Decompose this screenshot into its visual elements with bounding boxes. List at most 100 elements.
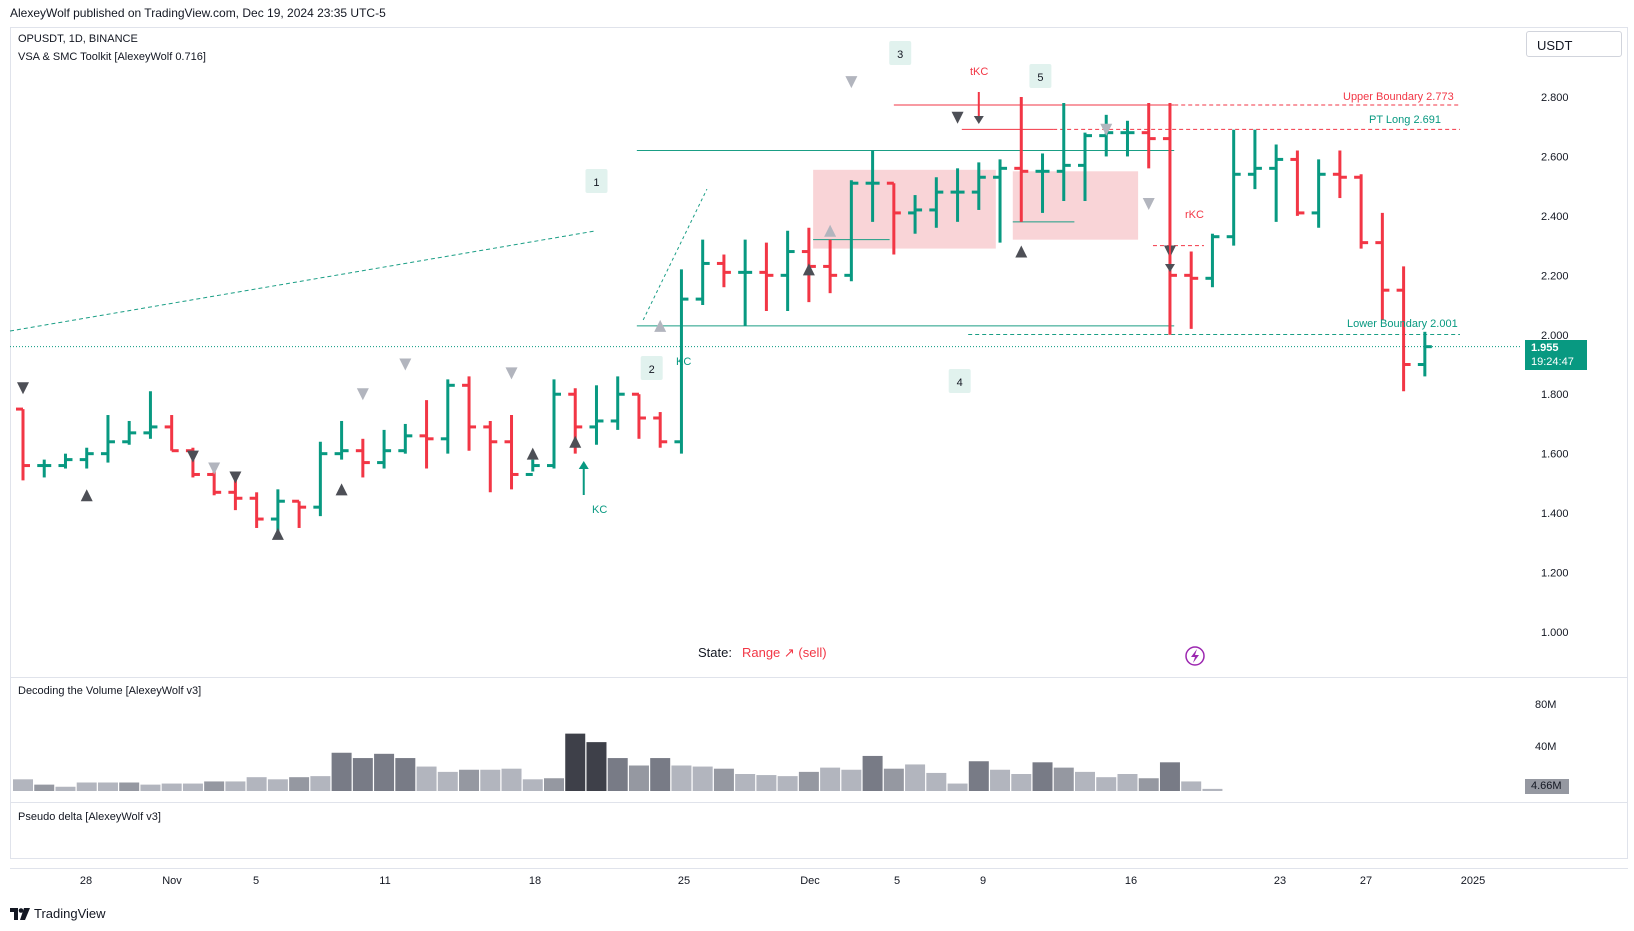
vsa-down-marker (845, 76, 858, 89)
volume-bar (437, 771, 458, 791)
ohlc-bar (143, 391, 158, 439)
volume-bar (480, 769, 501, 791)
swing-label-text: 2 (649, 364, 655, 376)
vsa-up-marker (824, 224, 837, 237)
ohlc-bar (1184, 251, 1199, 329)
volume-bar (544, 778, 564, 791)
ohlc-bar (525, 459, 540, 476)
chart-frame (10, 27, 1628, 859)
volume-bar (671, 765, 692, 791)
kc-signal-label: KC (592, 504, 608, 516)
vsa-up-marker (654, 319, 667, 332)
ohlc-bar (844, 180, 859, 282)
ohlc-bar (653, 412, 668, 448)
tkc-arrow (973, 92, 984, 124)
volume-bar (182, 783, 203, 791)
price-tick-label: 1.800 (1541, 389, 1569, 401)
indicator-legend[interactable]: VSA & SMC Toolkit [AlexeyWolf 0.716] (18, 51, 206, 63)
ohlc-bar (377, 429, 392, 469)
time-tick-label: 16 (1125, 875, 1137, 887)
vsa-up-marker (335, 483, 348, 496)
ohlc-bar (610, 376, 625, 430)
volume-bar (225, 781, 246, 791)
volume-bar (586, 742, 607, 791)
volume-bar (267, 779, 288, 791)
vsa-down-marker (505, 367, 518, 380)
tkc-signal-label: tKC (970, 66, 989, 78)
state-readout: State: Range ↗ (sell) (698, 645, 827, 661)
current-price-tag: 1.955 19:24:47 (1525, 340, 1587, 370)
swing-label-bg (640, 356, 663, 380)
volume-pane-title[interactable]: Decoding the Volume [AlexeyWolf v3] (18, 685, 202, 697)
volume-bar (820, 767, 841, 791)
volume-bar (416, 766, 437, 791)
volume-bar (1117, 774, 1138, 791)
volume-bar (905, 764, 926, 791)
price-tick-label: 2.400 (1541, 211, 1569, 223)
ohlc-bar (631, 392, 646, 439)
vsa-down-marker (208, 462, 221, 475)
time-axis-divider (10, 868, 1628, 869)
ohlc-bar (1162, 102, 1177, 335)
delta-pane-title[interactable]: Pseudo delta [AlexeyWolf v3] (18, 811, 161, 823)
volume-bar (1181, 781, 1202, 791)
swing-label-bg (948, 369, 971, 393)
swing-label-4: 4 (948, 369, 971, 393)
state-value: Range ↗ (sell) (741, 645, 827, 660)
currency-button[interactable]: USDT (1526, 31, 1622, 57)
pane-divider-volume[interactable] (10, 677, 1628, 678)
ohlc-bar (759, 242, 774, 311)
price-tick-label: 2.000 (1541, 330, 1569, 342)
time-tick-label: 9 (980, 875, 986, 887)
time-tick-label: 5 (894, 875, 900, 887)
volume-bar (246, 777, 267, 791)
lightning-ring (1185, 646, 1205, 666)
ohlc-bar (780, 230, 795, 311)
ohlc-bars (16, 97, 1432, 537)
time-tick-label: 28 (80, 875, 92, 887)
symbol-legend[interactable]: OPUSDT, 1D, BINANCE (18, 33, 138, 45)
footer[interactable]: TradingView (10, 906, 106, 921)
ohlc-bar (1269, 144, 1284, 222)
volume-bar (76, 782, 97, 791)
vsa-down-marker (186, 450, 199, 463)
ohlc-bar (249, 492, 264, 528)
ohlc-bar (355, 438, 370, 478)
volume-bar (692, 766, 713, 791)
swing-label-bg (1029, 64, 1052, 88)
swing-label-2: 2 (640, 356, 663, 380)
ohlc-bar (58, 453, 73, 469)
volume-bar (331, 752, 352, 791)
vsa-down-marker (17, 382, 29, 395)
time-tick-label: Nov (162, 875, 182, 887)
ohlc-bar (908, 195, 923, 234)
volume-bar (1011, 774, 1032, 791)
footer-brand: TradingView (34, 906, 106, 921)
lightning-bolt (1191, 649, 1199, 663)
ohlc-bar (716, 254, 731, 288)
ohlc-bar (228, 480, 243, 511)
volume-bar (289, 777, 310, 791)
ohlc-bar (1354, 174, 1369, 249)
ohlc-bar (100, 415, 115, 463)
ohlc-bar (1014, 97, 1029, 222)
ohlc-bar (1035, 153, 1050, 213)
volume-bar (1202, 788, 1223, 791)
pane-divider-delta[interactable] (10, 802, 1628, 803)
swing-label-3: 3 (889, 41, 912, 65)
volume-bar (650, 758, 671, 791)
ohlc-bar (292, 499, 307, 528)
ohlc-bar (547, 379, 561, 469)
volume-bar (1159, 762, 1180, 791)
publisher-line: AlexeyWolf published on TradingView.com,… (10, 6, 386, 20)
volume-bar (947, 783, 968, 791)
volume-bar (628, 765, 649, 791)
time-tick-label: 18 (529, 875, 541, 887)
vsa-down-marker (356, 388, 369, 401)
ohlc-bar (674, 269, 689, 454)
trend-line-dashed-short (642, 188, 708, 321)
price-tick-label: 2.200 (1541, 270, 1569, 282)
volume-bar (374, 753, 395, 791)
vsa-down-marker (1142, 198, 1155, 210)
